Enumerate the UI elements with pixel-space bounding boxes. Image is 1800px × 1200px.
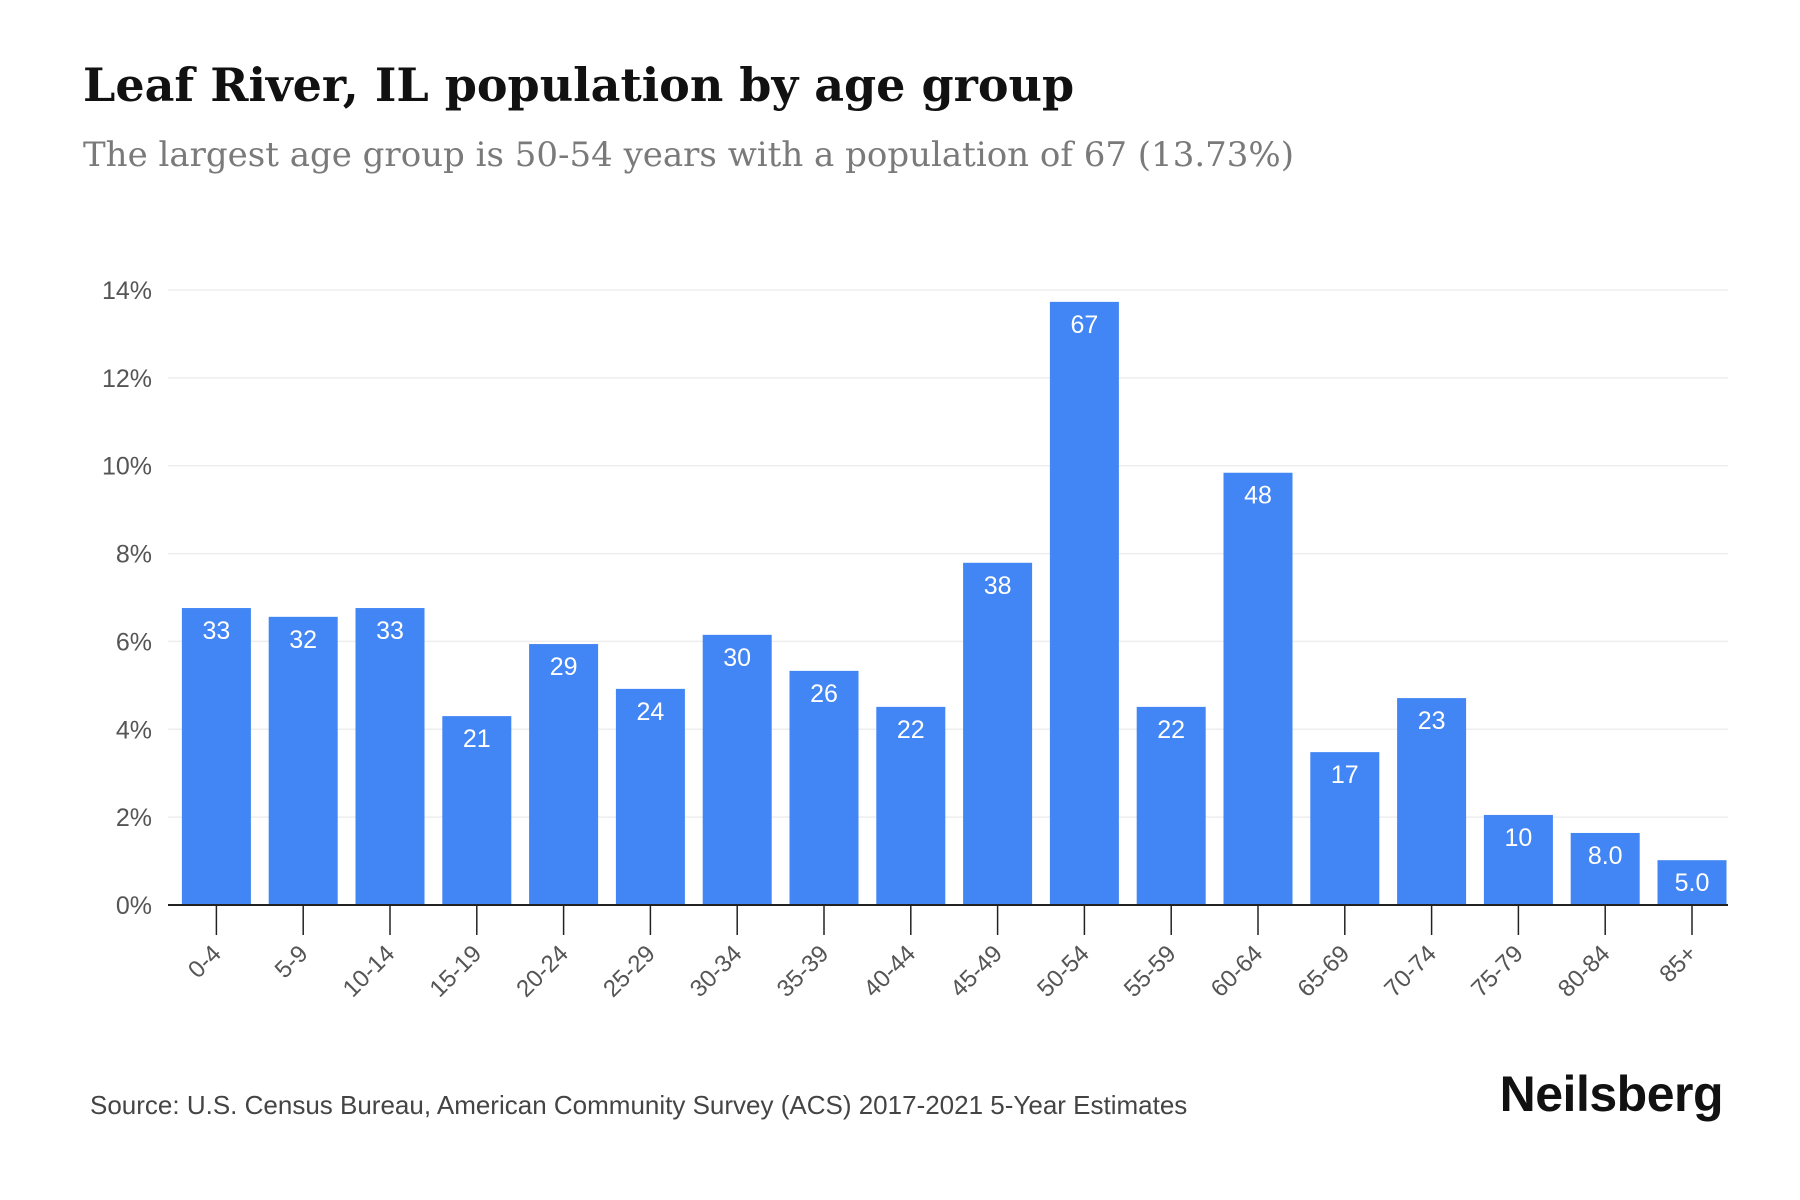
bar-65-69 [1310, 752, 1380, 905]
bar-data-label: 29 [550, 653, 578, 681]
bar-80-84 [1570, 832, 1640, 905]
bar-15-19 [442, 716, 512, 905]
bar-60-64 [1223, 472, 1293, 905]
x-tick-label: 85+ [1654, 940, 1702, 988]
x-axis: 0-4 5-9 10-14 15-19 20-24 25-29 30-34 35-39 40-4… [168, 904, 1728, 1003]
bar-85+ [1657, 860, 1727, 905]
bar-data-label: 33 [202, 617, 230, 645]
x-tick-label: 70-74 [1379, 940, 1442, 1003]
bar-70-74 [1397, 698, 1467, 905]
x-tick-label: 20-24 [511, 940, 574, 1003]
y-axis-ticks: 0% 2% 4% 6% 8% 10% 12% 14% [102, 277, 152, 920]
bar-50-54 [1049, 301, 1119, 905]
x-tick-label: 80-84 [1553, 940, 1616, 1003]
y-tick-label: 14% [102, 277, 152, 305]
bar-40-44 [876, 706, 946, 905]
bar-data-label: 24 [636, 698, 664, 726]
x-tick-label: 25-29 [598, 940, 661, 1003]
bar-data-label: 26 [810, 680, 838, 708]
y-tick-label: 0% [116, 892, 152, 920]
bar-20-24 [529, 644, 599, 905]
bar-data-label: 32 [289, 626, 317, 654]
x-tick-label: 0-4 [183, 940, 227, 984]
x-tick-label: 15-19 [425, 940, 488, 1003]
chart-subtitle: The largest age group is 50-54 years wit… [83, 135, 1294, 175]
bar-data-labels: 33 32 33 21 29 24 30 26 22 38 67 22 48 17 23 10 8.0 5.0 [202, 311, 1709, 897]
bar-0-4 [181, 608, 251, 905]
x-tick-label: 75-79 [1466, 940, 1529, 1003]
bar-data-label: 38 [984, 572, 1012, 600]
bar-5-9 [268, 616, 338, 905]
bar-25-29 [615, 688, 685, 905]
x-tick-label: 5-9 [270, 940, 314, 984]
x-tick-label: 40-44 [859, 940, 922, 1003]
y-tick-label: 6% [116, 628, 152, 656]
y-tick-label: 2% [116, 804, 152, 832]
x-tick-label: 30-34 [685, 940, 748, 1003]
bars [181, 301, 1727, 905]
bar-data-label: 30 [723, 644, 751, 672]
gridlines [168, 289, 1728, 818]
bar-data-label: 5.0 [1675, 869, 1710, 897]
bar-75-79 [1483, 814, 1553, 905]
x-tick-label: 60-64 [1206, 940, 1269, 1003]
x-tick-label: 35-39 [772, 940, 835, 1003]
y-tick-label: 8% [116, 541, 152, 569]
y-tick-label: 12% [102, 365, 152, 393]
y-tick-label: 10% [102, 453, 152, 481]
bar-data-label: 22 [1157, 716, 1185, 744]
bar-data-label: 33 [376, 617, 404, 645]
bar-45-49 [963, 562, 1033, 905]
bar-data-label: 22 [897, 716, 925, 744]
x-tick-label: 50-54 [1032, 940, 1095, 1003]
bar-55-59 [1136, 706, 1206, 905]
bar-data-label: 17 [1331, 761, 1359, 789]
chart-title: Leaf River, IL population by age group [83, 58, 1075, 112]
brand-logo: Neilsberg [1499, 1066, 1724, 1122]
x-tick-label: 65-69 [1293, 940, 1356, 1003]
bar-data-label: 48 [1244, 482, 1272, 510]
x-tick-label: 55-59 [1119, 940, 1182, 1003]
bar-data-label: 21 [463, 725, 491, 753]
bar-data-label: 10 [1504, 824, 1532, 852]
source-note: Source: U.S. Census Bureau, American Com… [90, 1090, 1188, 1120]
x-tick-label: 10-14 [338, 940, 401, 1003]
bar-data-label: 23 [1418, 707, 1446, 735]
y-tick-label: 4% [116, 716, 152, 744]
bar-30-34 [702, 634, 772, 905]
x-tick-label: 45-49 [945, 940, 1008, 1003]
bar-data-label: 8.0 [1588, 842, 1623, 870]
bar-chart: 0% 2% 4% 6% 8% 10% 12% 14% 33 32 33 21 29 24 30 26 22 38… [102, 277, 1728, 1003]
bar-data-label: 67 [1070, 311, 1098, 339]
bar-35-39 [789, 670, 859, 905]
bar-10-14 [355, 608, 425, 905]
